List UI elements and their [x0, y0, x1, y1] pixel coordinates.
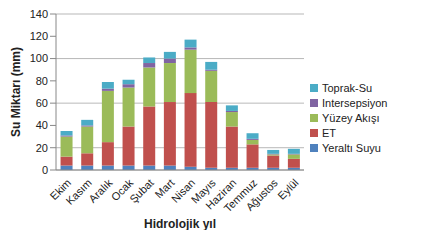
- svg-text:40: 40: [36, 119, 48, 131]
- svg-text:Ocak: Ocak: [108, 176, 136, 204]
- svg-text:Nisan: Nisan: [168, 176, 198, 205]
- svg-text:Mart: Mart: [152, 176, 177, 201]
- html-text:Yüzey Akışı: Yüzey Akışı: [322, 111, 380, 124]
- svg-text:Su Miktarı (mm): Su Miktarı (mm): [9, 47, 23, 137]
- svg-text:100: 100: [30, 52, 48, 64]
- svg-text:120: 120: [30, 30, 48, 42]
- svg-text:Ekim: Ekim: [47, 176, 74, 203]
- svg-text:Hidrolojik yıl: Hidrolojik yıl: [144, 217, 216, 230]
- svg-text:140: 140: [30, 8, 48, 20]
- svg-text:Ağustos: Ağustos: [243, 176, 280, 213]
- html-text:Toprak-Su: Toprak-Su: [322, 81, 373, 94]
- svg-text:Temmuz: Temmuz: [221, 176, 260, 215]
- svg-text:Haziran: Haziran: [203, 176, 239, 212]
- svg-text:Aralık: Aralık: [86, 176, 115, 205]
- svg-text:Eylül: Eylül: [275, 176, 300, 201]
- html-text:Yeraltı Suyu: Yeraltı Suyu: [322, 141, 381, 154]
- svg-text:Mayıs: Mayıs: [188, 176, 218, 206]
- html-text:Intersepsiyon: Intersepsiyon: [322, 96, 388, 109]
- svg-text:20: 20: [36, 142, 48, 154]
- html-text:ET: ET: [322, 126, 337, 139]
- svg-text:Şubat: Şubat: [127, 176, 156, 205]
- svg-text:Kasım: Kasım: [63, 176, 94, 207]
- svg-text:80: 80: [36, 75, 48, 87]
- svg-text:60: 60: [36, 97, 48, 109]
- svg-text:0: 0: [42, 164, 48, 176]
